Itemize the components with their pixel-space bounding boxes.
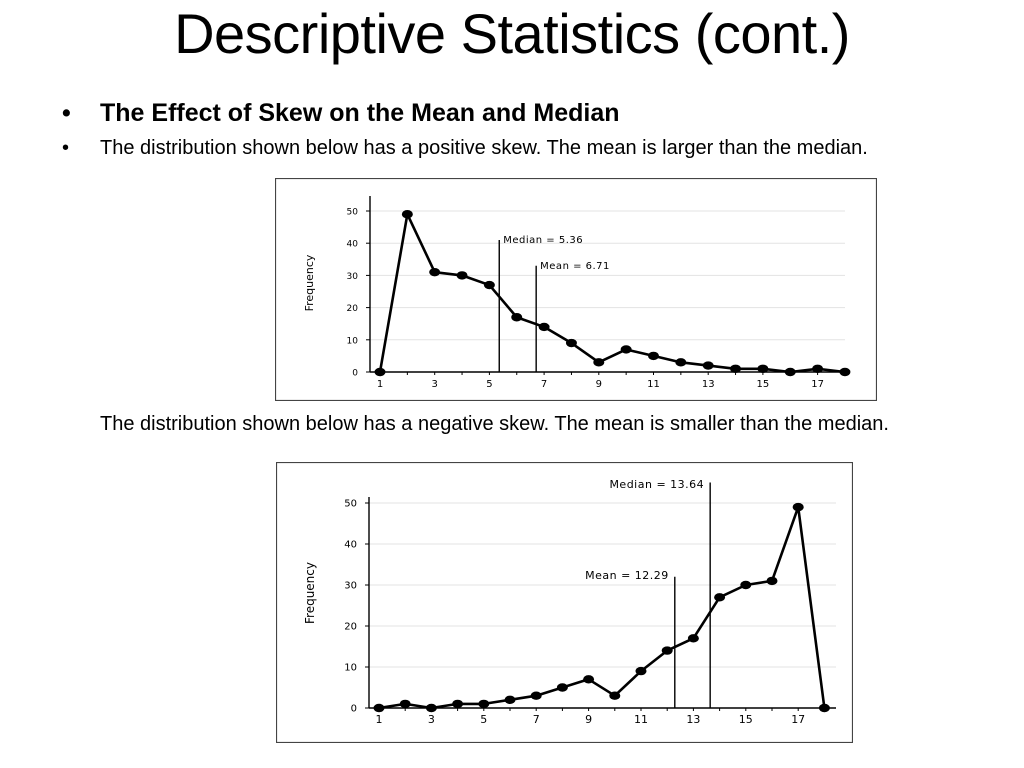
data-points [374, 210, 851, 377]
x-tick-label: 5 [480, 713, 487, 726]
y-tick-label: 20 [347, 304, 359, 314]
data-point [609, 691, 621, 700]
chart-frame [276, 462, 853, 743]
data-point [538, 322, 550, 332]
y-axis-label: Frequency [303, 562, 317, 624]
data-point [675, 358, 687, 367]
data-point [530, 691, 542, 700]
x-tick-label: 15 [739, 713, 753, 726]
data-point [429, 267, 441, 277]
x-tick-label: 7 [541, 379, 547, 390]
data-point [714, 593, 726, 602]
data-point [483, 280, 495, 290]
data-point [687, 634, 699, 643]
annotation-label: Median = 5.36 [503, 235, 583, 246]
y-tick-label: 0 [351, 704, 357, 715]
data-point [812, 364, 824, 373]
y-tick-label: 10 [347, 336, 359, 346]
bullet-heading-text: The Effect of Skew on the Mean and Media… [100, 99, 620, 127]
data-point [766, 576, 778, 586]
x-tick-label: 7 [533, 713, 540, 726]
data-point [583, 675, 595, 684]
chart-frame [275, 178, 877, 401]
y-tick-label: 10 [344, 663, 357, 674]
x-tick-label: 3 [428, 713, 435, 726]
gridlines [370, 210, 845, 341]
y-tick-label: 40 [344, 540, 357, 551]
x-tick-label: 1 [377, 379, 383, 390]
x-tick-label: 9 [585, 713, 592, 726]
x-tick-label: 17 [791, 713, 805, 726]
data-point [456, 271, 468, 280]
data-point [593, 358, 605, 367]
y-tick-label: 50 [347, 208, 359, 218]
x-tick-label: 13 [702, 379, 715, 390]
x-axis-ticks: 1 3 5 7 9 11 13 15 17 [377, 372, 846, 390]
data-point [452, 699, 464, 709]
y-tick-label: 30 [344, 581, 357, 592]
data-point [818, 703, 830, 713]
data-point [792, 502, 804, 512]
y-tick-label: 30 [347, 272, 359, 282]
data-point [399, 699, 411, 709]
bullet-dot: • [62, 99, 71, 127]
x-tick-label: 9 [596, 379, 602, 390]
data-point [504, 695, 516, 704]
data-point [620, 345, 632, 354]
x-tick-label: 5 [486, 379, 492, 390]
data-point [511, 313, 523, 322]
data-point [702, 361, 714, 370]
x-tick-label: 1 [376, 713, 383, 726]
data-point [740, 580, 752, 590]
data-point [565, 338, 577, 348]
y-axis-label: Frequency [303, 254, 316, 311]
data-point [373, 703, 385, 713]
annotation-label: Median = 13.64 [609, 478, 704, 491]
data-point [839, 367, 851, 377]
data-points [373, 502, 830, 713]
data-point [648, 351, 659, 361]
slide-title: Descriptive Statistics (cont.) [174, 2, 850, 65]
data-point [730, 364, 742, 373]
bullet-dot: • [62, 137, 70, 159]
x-tick-label: 3 [432, 379, 438, 390]
x-tick-label: 11 [634, 713, 648, 726]
x-axis-ticks: 1 3 5 7 9 11 13 15 17 [376, 708, 825, 726]
data-point [374, 367, 386, 377]
data-point [757, 364, 769, 373]
annotation-label: Mean = 6.71 [540, 261, 610, 272]
data-point [635, 666, 647, 676]
negative-skew-text: The distribution shown below has a negat… [100, 413, 889, 435]
y-tick-label: 20 [344, 622, 357, 633]
data-point [478, 699, 490, 709]
data-point [784, 367, 796, 377]
annotation-label: Mean = 12.29 [585, 569, 669, 582]
data-point [661, 646, 673, 655]
gridlines [369, 502, 836, 668]
data-point [425, 703, 437, 713]
x-tick-label: 13 [686, 713, 700, 726]
x-tick-label: 15 [757, 379, 770, 390]
y-tick-label: 40 [347, 240, 359, 250]
y-tick-label: 50 [344, 499, 357, 510]
data-point [401, 210, 413, 219]
x-tick-label: 11 [647, 379, 660, 390]
data-point [556, 683, 568, 692]
positive-skew-text: The distribution shown below has a posit… [100, 137, 868, 159]
x-tick-label: 17 [811, 379, 824, 390]
y-tick-label: 0 [352, 369, 358, 379]
